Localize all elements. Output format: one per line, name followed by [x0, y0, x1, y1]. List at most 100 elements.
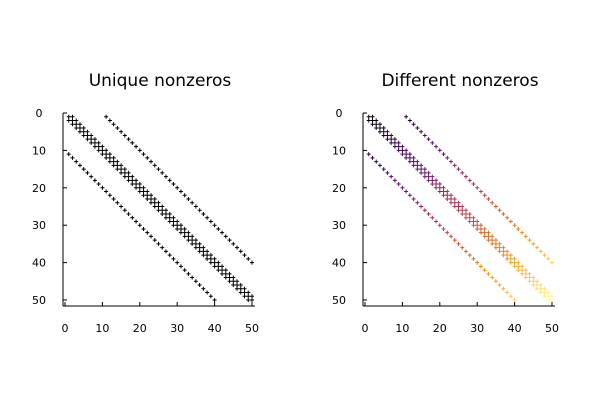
nonzero-marker: [426, 137, 431, 142]
nonzero-marker: [523, 271, 528, 276]
nonzero-marker: [531, 241, 536, 246]
nonzero-marker: [463, 249, 468, 254]
nonzero-marker: [178, 223, 183, 228]
nonzero-marker: [445, 155, 450, 160]
nonzero-marker: [175, 185, 180, 190]
y-tick-label: 0: [336, 107, 343, 120]
nonzero-marker: [208, 219, 213, 224]
nonzero-marker: [197, 241, 202, 246]
nonzero-marker: [186, 238, 191, 243]
nonzero-marker: [508, 294, 513, 299]
nonzero-marker: [535, 286, 540, 291]
nonzero-marker: [538, 286, 543, 291]
nonzero-marker: [407, 152, 412, 157]
nonzero-marker: [508, 219, 513, 224]
nonzero-marker: [366, 152, 371, 157]
nonzero-marker: [85, 133, 90, 138]
nonzero-marker: [467, 178, 472, 183]
nonzero-marker: [538, 249, 543, 254]
nonzero-marker: [520, 230, 525, 235]
nonzero-marker: [145, 197, 150, 202]
nonzero-marker: [478, 189, 483, 194]
nonzero-marker: [505, 215, 510, 220]
nonzero-marker: [89, 140, 94, 145]
nonzero-marker: [175, 260, 180, 265]
nonzero-marker: [437, 185, 442, 190]
nonzero-marker: [471, 219, 476, 224]
nonzero-marker: [115, 163, 120, 168]
nonzero-marker: [167, 178, 172, 183]
nonzero-marker: [460, 204, 465, 209]
nonzero-marker: [478, 230, 483, 235]
nonzero-marker: [415, 159, 420, 164]
nonzero-marker: [220, 268, 225, 273]
nonzero-marker: [430, 174, 435, 179]
nonzero-marker: [104, 114, 109, 119]
nonzero-marker: [460, 245, 465, 250]
nonzero-marker: [366, 118, 371, 123]
nonzero-marker: [149, 234, 154, 239]
nonzero-marker: [377, 125, 382, 130]
nonzero-marker: [175, 219, 180, 224]
nonzero-marker: [134, 144, 139, 149]
nonzero-marker: [163, 174, 168, 179]
nonzero-marker: [178, 226, 183, 231]
nonzero-marker: [456, 204, 461, 209]
nonzero-marker: [160, 204, 165, 209]
nonzero-marker: [246, 294, 251, 299]
nonzero-marker: [490, 275, 495, 280]
x-tick-label: 20: [433, 322, 447, 335]
nonzero-marker: [186, 234, 191, 239]
nonzero-marker: [400, 148, 405, 153]
nonzero-marker: [452, 204, 457, 209]
nonzero-marker: [74, 159, 79, 164]
nonzero-marker: [104, 189, 109, 194]
nonzero-marker: [126, 170, 131, 175]
nonzero-marker: [516, 226, 521, 231]
nonzero-marker: [107, 159, 112, 164]
nonzero-marker: [407, 118, 412, 123]
nonzero-marker: [415, 167, 420, 172]
nonzero-marker: [134, 185, 139, 190]
nonzero-marker: [190, 200, 195, 205]
nonzero-marker: [407, 193, 412, 198]
nonzero-marker: [400, 152, 405, 157]
nonzero-marker: [197, 283, 202, 288]
nonzero-marker: [160, 211, 165, 216]
nonzero-marker: [74, 118, 79, 123]
nonzero-marker: [486, 271, 491, 276]
nonzero-marker: [111, 159, 116, 164]
nonzero-marker: [92, 140, 97, 145]
nonzero-marker: [463, 215, 468, 220]
nonzero-marker: [111, 197, 116, 202]
nonzero-marker: [441, 185, 446, 190]
nonzero-marker: [111, 155, 116, 160]
nonzero-marker: [156, 241, 161, 246]
nonzero-marker: [92, 178, 97, 183]
nonzero-marker: [389, 140, 394, 145]
nonzero-marker: [100, 144, 105, 149]
nonzero-marker: [516, 268, 521, 273]
nonzero-marker: [407, 155, 412, 160]
nonzero-marker: [467, 215, 472, 220]
nonzero-marker: [163, 208, 168, 213]
nonzero-marker: [137, 185, 142, 190]
nonzero-marker: [493, 245, 498, 250]
nonzero-marker: [445, 230, 450, 235]
nonzero-marker: [463, 208, 468, 213]
nonzero-marker: [197, 208, 202, 213]
nonzero-marker: [381, 125, 386, 130]
nonzero-marker: [452, 238, 457, 243]
nonzero-marker: [449, 200, 454, 205]
nonzero-marker: [546, 256, 551, 261]
nonzero-marker: [126, 137, 131, 142]
nonzero-marker: [512, 223, 517, 228]
nonzero-marker: [70, 122, 75, 127]
nonzero-marker: [419, 204, 424, 209]
nonzero-marker: [497, 241, 502, 246]
nonzero-marker: [538, 283, 543, 288]
nonzero-marker: [471, 256, 476, 261]
nonzero-marker: [238, 290, 243, 295]
nonzero-marker: [449, 193, 454, 198]
nonzero-marker: [377, 129, 382, 134]
